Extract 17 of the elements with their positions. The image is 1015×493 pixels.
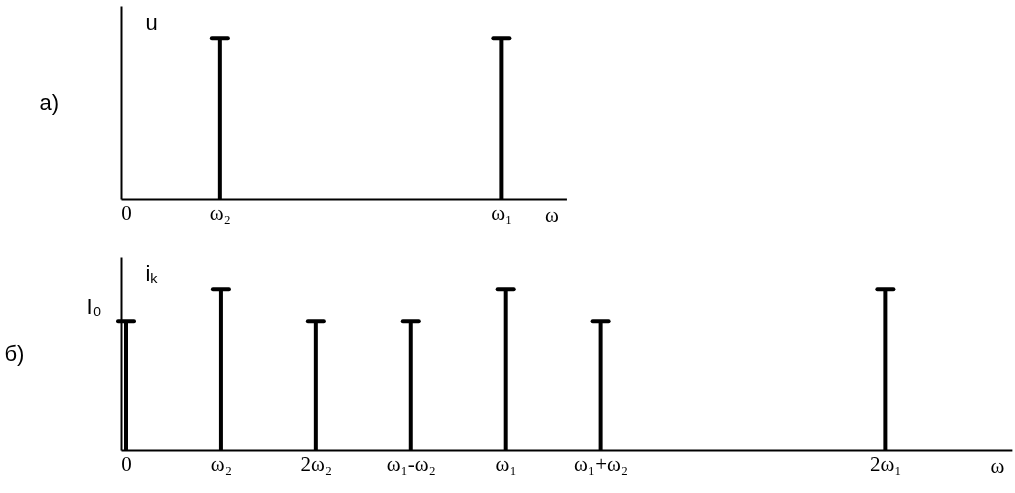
annotation: I₀: [86, 294, 102, 320]
x-tick-label: ω₁: [491, 200, 513, 225]
x-tick-label: ω₁-ω₂: [386, 451, 436, 476]
x-axis-title: ω: [990, 453, 1005, 478]
text: б): [4, 340, 25, 366]
x-tick-label: 0: [121, 200, 132, 225]
text: а): [39, 89, 59, 115]
x-tick-label: 0: [121, 451, 132, 476]
x-tick-label: 2ω₁: [870, 451, 902, 476]
x-tick-label: ω₁: [495, 451, 517, 476]
x-tick-label: ω₂: [210, 451, 232, 476]
y-axis-title: u: [145, 9, 158, 35]
x-axis-title: ω: [545, 202, 559, 227]
x-tick-label: ω₁+ω₂: [574, 451, 629, 476]
y-axis-title: iₖ: [145, 260, 159, 286]
x-tick-label: ω₂: [209, 200, 231, 225]
x-tick-label: 2ω₂: [300, 451, 333, 476]
